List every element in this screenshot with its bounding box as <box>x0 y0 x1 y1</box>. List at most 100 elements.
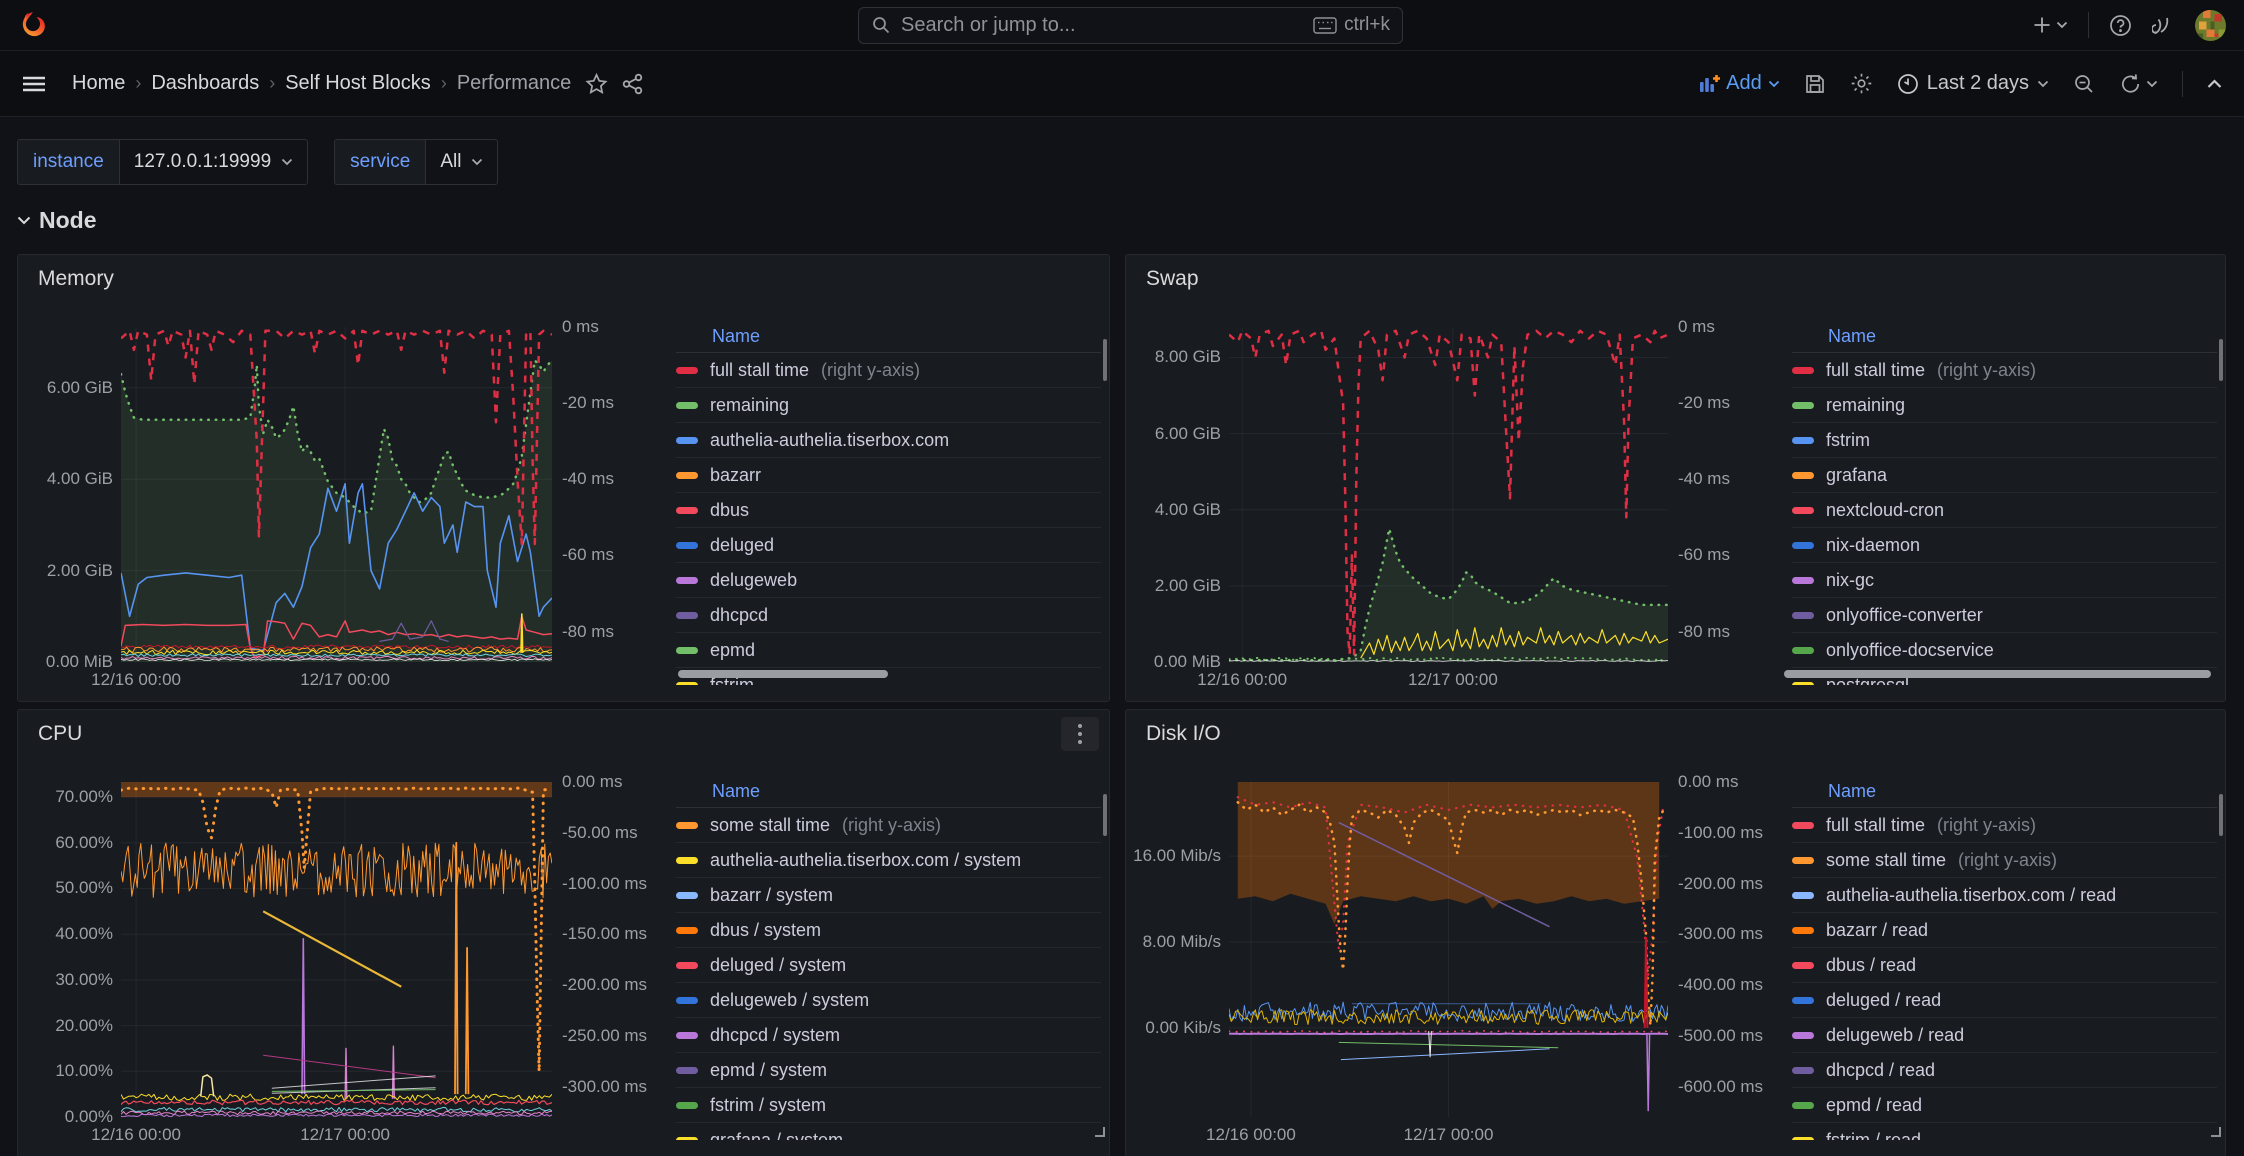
legend-item-label: dhcpcd / system <box>710 1025 840 1046</box>
legend-item[interactable]: bazarr <box>676 458 1101 493</box>
legend-scrollbar-horizontal[interactable] <box>1784 670 2211 678</box>
legend-item[interactable]: dbus / read <box>1792 948 2217 983</box>
zoom-out-time-button[interactable] <box>2073 73 2095 95</box>
series-color-marker <box>676 577 698 584</box>
panel-resize-handle[interactable] <box>2211 1127 2221 1137</box>
legend-header[interactable]: Name <box>676 321 1101 353</box>
variable-instance-select[interactable]: 127.0.0.1:19999 <box>119 139 308 185</box>
legend-item[interactable]: nix-daemon <box>1792 528 2217 563</box>
axis-tick-label: 0.00 MiB <box>1154 652 1221 672</box>
share-button[interactable] <box>622 73 644 95</box>
chart-plot[interactable]: 12/16 00:0012/17 00:00 <box>1229 327 1668 662</box>
legend-scrollbar-vertical[interactable] <box>1103 794 1107 836</box>
legend-item[interactable]: delugeweb <box>676 563 1101 598</box>
legend-item[interactable]: epmd / read <box>1792 1088 2217 1123</box>
refresh-button[interactable] <box>2119 73 2158 95</box>
favorite-star-button[interactable] <box>585 73 608 95</box>
axis-tick-label: -100.00 ms <box>562 874 647 894</box>
legend-item[interactable]: authelia-authelia.tiserbox.com <box>676 423 1101 458</box>
legend-item[interactable]: delugeweb / read <box>1792 1018 2217 1053</box>
legend-item[interactable]: nextcloud-cron <box>1792 493 2217 528</box>
grafana-logo[interactable] <box>18 10 48 40</box>
legend-item[interactable]: epmd / system <box>676 1053 1101 1088</box>
series-color-marker <box>1792 507 1814 514</box>
shortcut-hint: ctrl+k <box>1313 14 1390 36</box>
legend-item[interactable]: nix-gc <box>1792 563 2217 598</box>
legend-item[interactable]: deluged / read <box>1792 983 2217 1018</box>
legend-item[interactable]: full stall time (right y-axis) <box>1792 353 2217 388</box>
save-dashboard-button[interactable] <box>1804 73 1826 95</box>
chart-plot[interactable]: 12/16 00:0012/17 00:00 <box>1229 782 1668 1117</box>
breadcrumb-current-page: Performance <box>457 72 572 95</box>
help-button[interactable] <box>2109 14 2132 37</box>
legend-scrollbar-vertical[interactable] <box>1103 339 1107 381</box>
legend-item[interactable]: fstrim <box>1792 423 2217 458</box>
legend-header[interactable]: Name <box>676 776 1101 808</box>
collapse-toolbar-button[interactable] <box>2207 79 2222 89</box>
chart-plot[interactable]: 12/16 00:0012/17 00:00 <box>121 327 552 662</box>
add-panel-button[interactable]: Add <box>1699 72 1780 95</box>
legend-item[interactable]: onlyoffice-converter <box>1792 598 2217 633</box>
legend-item[interactable]: some stall time (right y-axis) <box>1792 843 2217 878</box>
legend-header[interactable]: Name <box>1792 321 2217 353</box>
axis-tick-label: 0.00 Kib/s <box>1145 1018 1221 1038</box>
legend-item[interactable]: authelia-authelia.tiserbox.com / read <box>1792 878 2217 913</box>
breadcrumb-separator: › <box>441 73 447 94</box>
legend-scrollbar-vertical[interactable] <box>2219 794 2223 836</box>
legend-item[interactable]: dhcpcd / read <box>1792 1053 2217 1088</box>
legend-item[interactable]: full stall time (right y-axis) <box>676 353 1101 388</box>
panel-resize-handle[interactable] <box>1095 1127 1105 1137</box>
time-range-picker[interactable]: Last 2 days <box>1897 72 2049 95</box>
legend-item[interactable]: bazarr / read <box>1792 913 2217 948</box>
new-button[interactable] <box>2032 15 2068 35</box>
legend-item[interactable]: grafana <box>1792 458 2217 493</box>
legend-item[interactable]: fstrim / system <box>676 1088 1101 1123</box>
legend-item-label: bazarr / read <box>1826 920 1928 941</box>
legend-item[interactable]: grafana / system <box>676 1123 1101 1140</box>
dashboard-settings-button[interactable] <box>1850 72 1873 95</box>
user-avatar[interactable] <box>2195 10 2226 41</box>
panel-title[interactable]: CPU <box>38 722 82 746</box>
legend-item[interactable]: delugeweb / system <box>676 983 1101 1018</box>
variable-service-select[interactable]: All <box>425 139 498 185</box>
chart-plot[interactable]: 12/16 00:0012/17 00:00 <box>121 782 552 1117</box>
news-icon[interactable] <box>2152 14 2175 37</box>
axis-tick-label: 0 ms <box>562 317 599 337</box>
legend-item[interactable]: deluged / system <box>676 948 1101 983</box>
axis-tick-label: -60 ms <box>1678 545 1730 565</box>
axis-tick-label: 2.00 GiB <box>1155 576 1221 596</box>
legend-item[interactable]: epmd <box>676 633 1101 668</box>
legend-item[interactable]: dhcpcd / system <box>676 1018 1101 1053</box>
legend-scrollbar-vertical[interactable] <box>2219 339 2223 381</box>
panel-menu-button[interactable] <box>1061 717 1099 751</box>
menu-toggle-button[interactable] <box>22 74 46 94</box>
series-color-marker <box>676 822 698 829</box>
legend-item[interactable]: onlyoffice-docservice <box>1792 633 2217 668</box>
breadcrumb-home[interactable]: Home <box>72 72 125 95</box>
legend-item[interactable]: authelia-authelia.tiserbox.com / system <box>676 843 1101 878</box>
variable-service-label: service <box>334 139 425 185</box>
series-color-marker <box>676 367 698 374</box>
legend-item[interactable]: remaining <box>1792 388 2217 423</box>
top-bar: Search or jump to... ctrl+k <box>0 0 2244 51</box>
legend-item[interactable]: dhcpcd <box>676 598 1101 633</box>
legend-item[interactable]: bazarr / system <box>676 878 1101 913</box>
legend-item[interactable]: deluged <box>676 528 1101 563</box>
legend-item[interactable]: dbus / system <box>676 913 1101 948</box>
panel-title[interactable]: Memory <box>38 267 114 291</box>
legend-item[interactable]: dbus <box>676 493 1101 528</box>
breadcrumb-folder[interactable]: Self Host Blocks <box>285 72 431 95</box>
legend-item[interactable]: full stall time (right y-axis) <box>1792 808 2217 843</box>
search-input[interactable]: Search or jump to... ctrl+k <box>858 7 1403 44</box>
panel-title[interactable]: Disk I/O <box>1146 722 1221 746</box>
legend-item[interactable]: some stall time (right y-axis) <box>676 808 1101 843</box>
legend-item-label: delugeweb <box>710 570 797 591</box>
legend-scrollbar-horizontal[interactable] <box>678 670 888 678</box>
legend-item-label: epmd / system <box>710 1060 827 1081</box>
legend-item[interactable]: remaining <box>676 388 1101 423</box>
legend-header[interactable]: Name <box>1792 776 2217 808</box>
panel-title[interactable]: Swap <box>1146 267 1199 291</box>
breadcrumb-dashboards[interactable]: Dashboards <box>151 72 259 95</box>
row-node-toggle[interactable]: Node <box>17 207 2227 234</box>
legend-item[interactable]: fstrim / read <box>1792 1123 2217 1140</box>
